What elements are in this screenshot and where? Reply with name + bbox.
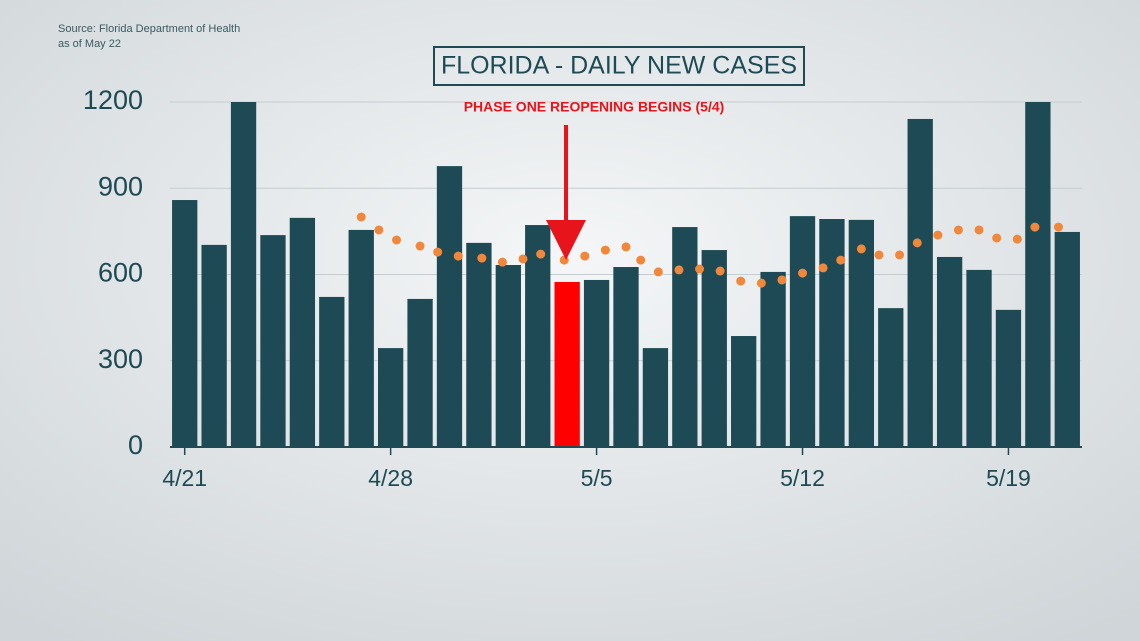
bar	[1025, 102, 1051, 447]
bar	[907, 118, 933, 448]
bar	[377, 348, 404, 447]
trend-dot	[756, 278, 766, 288]
bar	[731, 336, 757, 447]
y-tick-label: 900	[98, 171, 143, 201]
bar	[613, 267, 639, 447]
bar	[789, 216, 816, 447]
bar	[436, 166, 463, 448]
chart-title: FLORIDA - DAILY NEW CASES	[441, 52, 797, 80]
trend-dot	[1030, 222, 1040, 232]
trend-dot	[374, 225, 384, 235]
y-tick-label: 0	[128, 430, 143, 460]
y-tick-label: 300	[98, 344, 143, 374]
bar	[966, 269, 992, 447]
trend-dot	[974, 225, 984, 235]
trend-dot	[818, 263, 828, 273]
trend-dot	[518, 254, 528, 264]
trend-dot	[736, 276, 746, 286]
bar	[642, 348, 669, 447]
trend-dot	[1053, 222, 1063, 232]
bar	[495, 265, 521, 447]
trend-dot	[777, 275, 787, 285]
trend-dot	[856, 244, 866, 254]
bar	[348, 229, 374, 447]
bar	[525, 225, 551, 447]
trend-dot	[953, 225, 963, 235]
bar	[289, 217, 316, 447]
annotation: PHASE ONE REOPENING BEGINS (5/4)	[464, 99, 725, 115]
trend-dot	[392, 235, 402, 245]
trend-dot	[559, 255, 569, 265]
bar	[201, 244, 227, 447]
trend-dot	[715, 266, 725, 276]
trend-dot	[836, 255, 846, 265]
trend-dot	[433, 247, 443, 257]
trend-dot	[992, 233, 1002, 243]
trend-dot	[1012, 234, 1022, 244]
bar	[1054, 231, 1080, 447]
trend-dot	[933, 230, 943, 240]
trend-dot	[453, 251, 463, 261]
trend-dot	[798, 268, 808, 278]
bar	[819, 219, 845, 447]
trend-dot	[653, 267, 663, 277]
bar	[583, 279, 610, 447]
trend-dot	[497, 257, 507, 267]
bar	[407, 298, 433, 447]
trend-dot	[874, 250, 884, 260]
title-box	[433, 46, 805, 86]
x-tick-label: 5/5	[581, 465, 613, 491]
trend-dot	[536, 249, 546, 259]
source: Source: Florida Department of Health	[58, 23, 240, 35]
bar	[672, 227, 698, 447]
bar	[995, 309, 1022, 447]
bar	[466, 242, 492, 447]
bar	[554, 281, 580, 447]
trend-dot	[912, 238, 922, 248]
y-tick-label: 600	[98, 258, 143, 288]
trend-dot	[674, 265, 684, 275]
y-tick-label: 1200	[83, 85, 143, 115]
trend-dot	[600, 245, 610, 255]
trend-dot	[580, 251, 590, 261]
as-of: as of May 22	[58, 38, 121, 50]
bar	[701, 250, 727, 447]
bar	[172, 200, 198, 447]
bar	[936, 256, 963, 447]
trend-dot	[636, 255, 646, 265]
bar	[848, 219, 875, 447]
x-tick-label: 5/19	[986, 465, 1031, 491]
bar	[760, 271, 786, 447]
bar	[878, 308, 904, 447]
trend-dot	[477, 253, 487, 263]
bar	[319, 296, 345, 447]
trend-dot	[356, 212, 366, 222]
trend-dot	[695, 264, 705, 274]
bar	[260, 235, 286, 447]
bar	[230, 102, 257, 447]
trend-dot	[895, 250, 905, 260]
x-tick-label: 4/28	[368, 465, 413, 491]
x-tick-label: 4/21	[162, 465, 207, 491]
x-tick-label: 5/12	[780, 465, 825, 491]
trend-dot	[415, 241, 425, 251]
trend-dot	[621, 242, 631, 252]
